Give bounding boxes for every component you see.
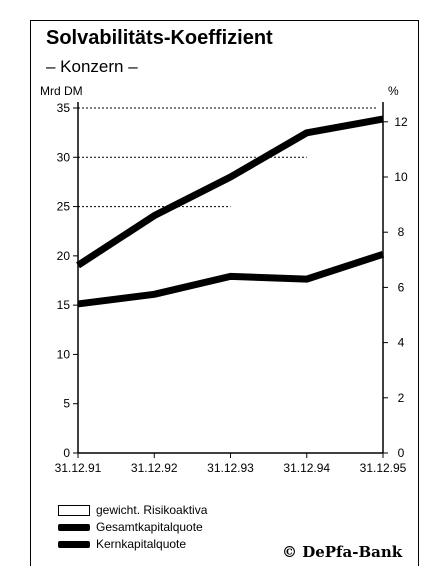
right-axis-tick-label: 8 — [398, 225, 405, 239]
chart-frame — [30, 20, 419, 566]
chart-title: Solvabilitäts-Koeffizient — [46, 27, 273, 49]
right-axis-tick-label: 0 — [398, 446, 405, 460]
legend-swatch-thick — [58, 523, 90, 531]
left-axis-tick-label: 35 — [57, 101, 71, 115]
left-axis-tick-label: 5 — [63, 397, 70, 411]
x-axis-tick-label: 31.12.95 — [360, 461, 407, 475]
x-axis-tick-label: 31.12.93 — [207, 461, 254, 475]
right-axis-tick-label: 2 — [398, 391, 405, 405]
legend-swatch-thick — [58, 540, 90, 548]
legend-label: Gesamtkapitalquote — [96, 520, 203, 534]
right-axis-tick-label: 4 — [398, 336, 405, 350]
copyright-notice: © DePfa-Bank — [282, 543, 403, 561]
right-axis-tick-label: 6 — [398, 280, 405, 294]
right-axis-unit-label: % — [388, 84, 399, 98]
x-axis-tick-label: 31.12.94 — [283, 461, 330, 475]
chart-subtitle: – Konzern – — [46, 57, 138, 76]
legend-label: Kernkapitalquote — [96, 537, 187, 551]
left-axis-tick-label: 15 — [57, 298, 71, 312]
legend-item-kernkapitalquote: Kernkapitalquote — [58, 536, 186, 552]
left-axis-tick-label: 20 — [57, 249, 71, 263]
legend-label: gewicht. Risikoaktiva — [96, 503, 208, 517]
gesamtkapitalquote-line — [76, 115, 384, 269]
x-axis-tick-label: 31.12.92 — [131, 461, 178, 475]
right-axis-tick-label: 10 — [394, 170, 408, 184]
x-axis-tick-label: 31.12.91 — [55, 461, 102, 475]
left-axis-tick-label: 25 — [57, 200, 71, 214]
legend-item-risikoaktiva: gewicht. Risikoaktiva — [58, 502, 207, 518]
legend-item-gesamtkapitalquote: Gesamtkapitalquote — [58, 519, 203, 535]
left-axis-tick-label: 0 — [63, 446, 70, 460]
left-axis-tick-label: 10 — [57, 347, 71, 361]
legend-swatch-outline — [58, 504, 90, 516]
left-axis-unit-label: Mrd DM — [40, 84, 83, 98]
right-axis-tick-label: 12 — [394, 115, 408, 129]
kernkapitalquote-line — [77, 250, 385, 308]
left-axis-tick-label: 30 — [57, 150, 71, 164]
